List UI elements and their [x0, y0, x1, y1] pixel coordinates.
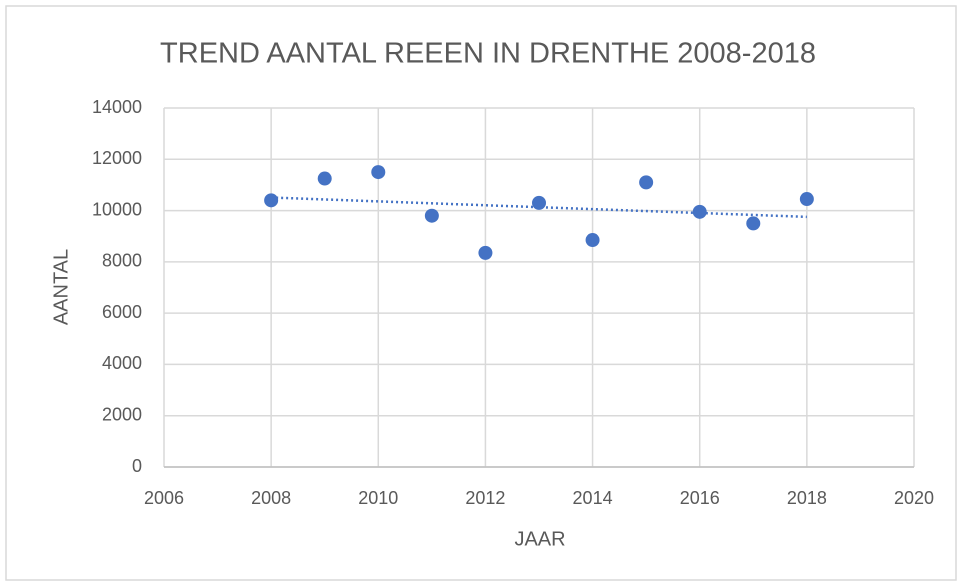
- y-tick-label: 4000: [102, 353, 142, 373]
- data-point: [424, 208, 439, 223]
- y-tick-label: 6000: [102, 302, 142, 322]
- y-tick-label: 2000: [102, 404, 142, 424]
- chart-title: TREND AANTAL REEEN IN DRENTHE 2008-2018: [160, 38, 816, 70]
- x-tick-label: 2014: [573, 488, 613, 508]
- data-point: [264, 193, 279, 208]
- y-tick-label: 10000: [92, 199, 142, 219]
- data-point: [639, 175, 654, 190]
- x-tick-label: 2018: [787, 488, 827, 508]
- trendline: [271, 196, 807, 219]
- data-point: [532, 195, 546, 210]
- data-point: [692, 204, 707, 219]
- x-tick-label: 2020: [894, 488, 934, 508]
- data-point: [746, 216, 761, 231]
- y-tick-label: 12000: [92, 148, 142, 168]
- y-tick-label: 14000: [92, 97, 142, 117]
- data-point: [371, 165, 386, 180]
- data-point: [478, 245, 493, 260]
- data-point: [585, 233, 600, 248]
- x-tick-label: 2016: [680, 488, 720, 508]
- y-tick-label: 0: [132, 456, 142, 476]
- x-axis-label: JAAR: [514, 528, 565, 550]
- y-tick-label: 8000: [102, 251, 142, 271]
- x-tick-label: 2010: [358, 488, 398, 508]
- x-tick-label: 2006: [144, 488, 184, 508]
- x-tick-label: 2012: [465, 488, 505, 508]
- data-point: [317, 171, 332, 186]
- y-axis-label: AANTAL: [50, 249, 72, 325]
- data-point: [799, 192, 814, 207]
- x-tick-label: 2008: [251, 488, 291, 508]
